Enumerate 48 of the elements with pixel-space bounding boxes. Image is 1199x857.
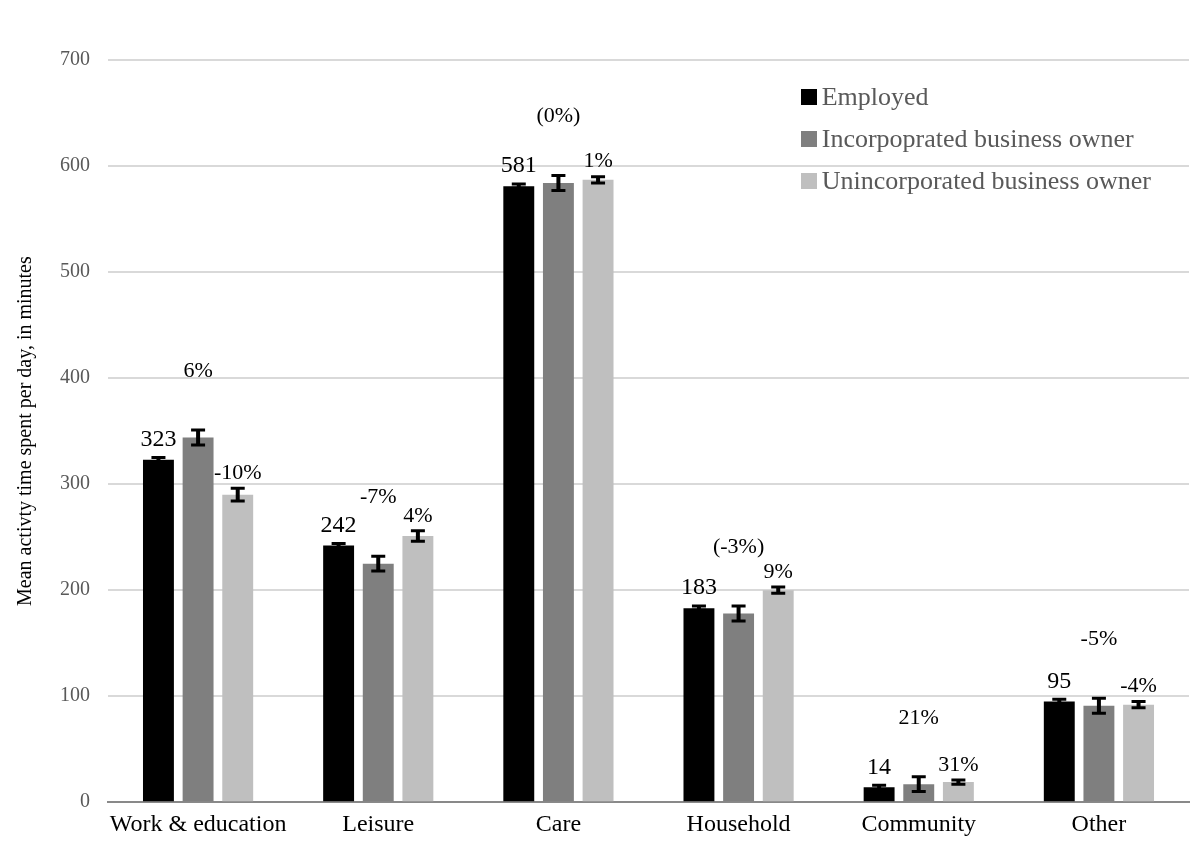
bar	[1043, 701, 1075, 802]
bar	[503, 186, 535, 802]
legend-label: Unincorporated business owner	[821, 165, 1151, 197]
y-tick-label: 400	[60, 365, 90, 388]
x-tick-label: Community	[861, 809, 977, 836]
annotation: 9%	[763, 557, 793, 583]
y-tick-label: 100	[60, 683, 90, 706]
x-tick-label: Other	[1071, 809, 1127, 836]
annotation: 4%	[403, 501, 433, 527]
y-tick-label: 600	[60, 153, 90, 176]
annotation: -4%	[1120, 672, 1157, 698]
annotation: -7%	[359, 482, 397, 508]
annotation: 21%	[898, 703, 939, 729]
annotation: (-3%)	[712, 532, 765, 558]
bar	[1123, 704, 1155, 802]
bar	[942, 782, 974, 802]
bar	[863, 787, 895, 802]
bar	[582, 179, 614, 802]
x-tick-label: Leisure	[342, 809, 415, 836]
x-tick-label: Household	[686, 809, 791, 836]
bar	[222, 494, 254, 802]
data-label: 581	[500, 151, 537, 178]
y-tick-label: 300	[60, 471, 90, 494]
annotation: 6%	[183, 356, 213, 382]
x-tick-label: Care	[535, 809, 582, 836]
annotation: -5%	[1080, 625, 1118, 651]
legend-label: Incorpoprated business owner	[821, 123, 1134, 155]
bar	[323, 545, 355, 802]
data-label: 242	[320, 510, 357, 537]
data-label: 14	[867, 752, 892, 779]
y-tick-label: 200	[60, 577, 90, 600]
annotation: -10%	[213, 459, 262, 485]
data-label: 95	[1047, 666, 1072, 693]
y-tick-label: 0	[80, 789, 90, 812]
x-tick-label: Work & education	[109, 809, 287, 836]
data-label: 323	[140, 424, 177, 451]
y-tick-label: 500	[60, 259, 90, 282]
bar	[683, 608, 715, 802]
data-label: 183	[680, 573, 717, 600]
y-tick-label: 700	[60, 47, 90, 70]
bar	[142, 459, 174, 802]
annotation: (0%)	[536, 102, 581, 128]
legend-label: Employed	[821, 81, 929, 113]
bar	[402, 536, 434, 802]
annotation: 1%	[583, 147, 613, 173]
annotation: 31%	[938, 750, 979, 776]
y-axis-title: Mean activty time spent per day, in minutes	[13, 256, 37, 606]
bar	[762, 590, 794, 802]
